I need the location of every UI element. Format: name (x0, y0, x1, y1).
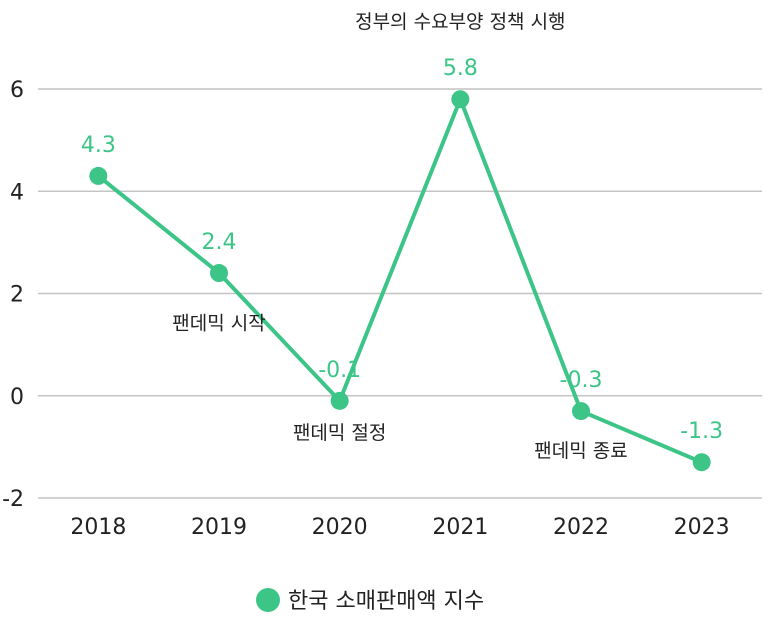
x-tick-label: 2022 (553, 515, 609, 540)
chart-annotation: 팬데믹 절정 (293, 422, 386, 444)
legend-label: 한국 소매판매액 지수 (288, 589, 484, 614)
data-label: -0.3 (560, 368, 603, 393)
data-point (572, 402, 590, 421)
data-point (330, 391, 349, 410)
x-tick-label: 2019 (191, 515, 247, 540)
data-label: 4.3 (81, 133, 116, 158)
x-tick-label: 2018 (70, 515, 126, 540)
chart-annotation: 팬데믹 종료 (534, 440, 627, 462)
y-tick-label: 6 (10, 78, 24, 103)
series-line (96, 97, 704, 465)
chart-annotation: 정부의 수요부양 정책 시행 (355, 11, 565, 33)
y-tick-label: 4 (10, 180, 24, 205)
y-tick-label: 0 (10, 385, 24, 410)
data-point (451, 90, 470, 109)
data-label: 2.4 (202, 230, 237, 255)
data-point (89, 166, 108, 185)
chart-annotation: 팬데믹 시작 (172, 312, 265, 334)
x-tick-label: 2023 (674, 515, 730, 540)
data-label: -1.3 (680, 419, 723, 444)
data-point (692, 453, 711, 472)
x-tick-label: 2021 (432, 515, 488, 540)
data-label: -0.1 (318, 358, 361, 383)
y-tick-label: -2 (2, 487, 24, 512)
y-tick-label: 2 (10, 283, 24, 308)
x-tick-label: 2020 (312, 515, 368, 540)
data-label: 5.8 (443, 56, 478, 81)
data-point (210, 264, 228, 283)
legend-marker (256, 588, 280, 612)
